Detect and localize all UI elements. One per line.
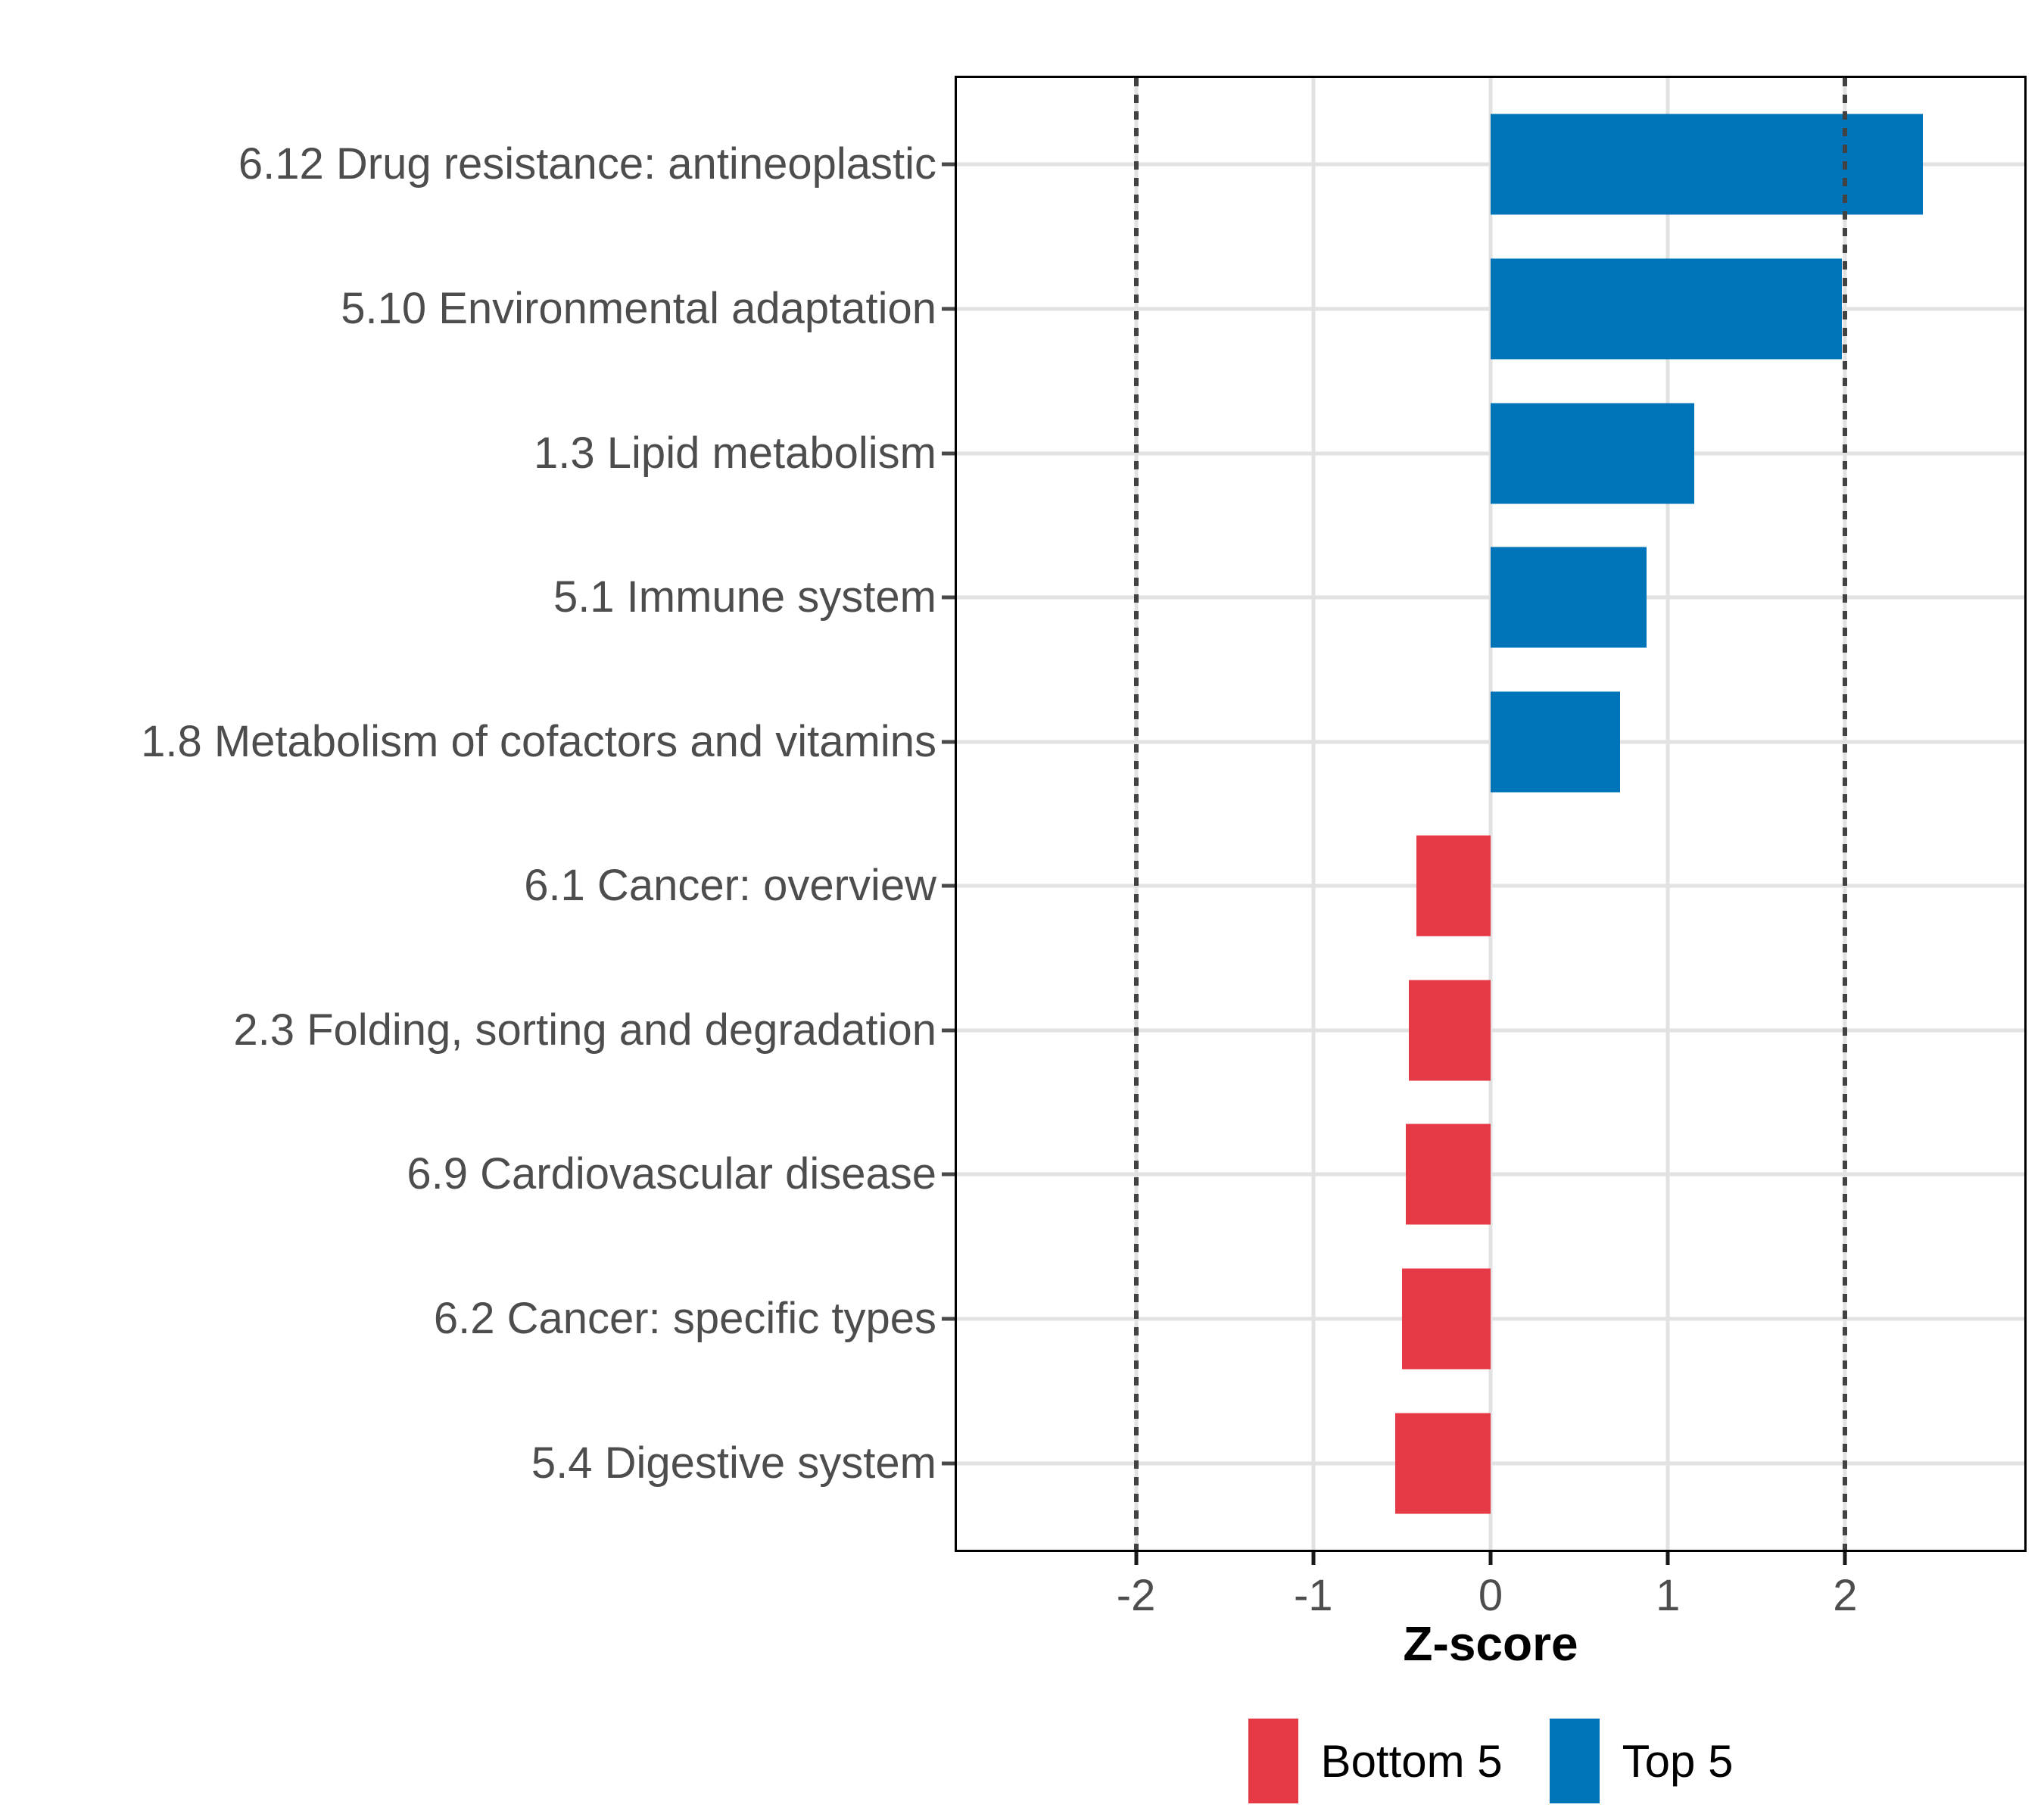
legend-swatch-top5 [1549,1719,1600,1803]
plot-area [957,78,2024,1550]
x-tick-label: 1 [1656,1571,1681,1620]
y-axis-label: 5.10 Environmental adaptation [341,284,936,334]
x-tick-label: 2 [1833,1571,1858,1620]
x-tick [1843,1552,1847,1565]
legend-swatch-bottom5 [1248,1719,1298,1803]
v-gridline [1488,78,1493,1550]
bar [1491,403,1695,504]
y-axis-label: 6.12 Drug resistance: antineoplastic [238,139,936,189]
v-gridline [1665,78,1670,1550]
y-axis-label: 5.4 Digestive system [531,1438,936,1488]
bar [1394,1413,1491,1514]
y-tick [942,1317,955,1321]
legend: Bottom 5 Top 5 [955,1705,2027,1817]
y-axis-label: 1.3 Lipid metabolism [534,428,936,478]
y-axis-label: 2.3 Folding, sorting and degradation [233,1005,936,1055]
legend-label-top5: Top 5 [1622,1735,1734,1787]
x-tick [1134,1552,1139,1565]
x-tick-label: -1 [1293,1571,1333,1620]
bar [1401,1268,1491,1370]
y-tick [942,451,955,456]
y-axis-label: 5.1 Immune system [553,572,936,622]
x-tick-label: 0 [1478,1571,1503,1620]
legend-item-bottom5: Bottom 5 [1248,1719,1503,1803]
y-axis-ticks [942,78,955,1550]
y-tick [942,884,955,888]
h-gridline [957,1317,2024,1321]
bar [1405,1124,1491,1225]
bar [1491,691,1620,793]
y-tick [942,162,955,167]
bar [1491,258,1842,360]
y-tick [942,307,955,311]
bar [1416,835,1491,937]
legend-label-bottom5: Bottom 5 [1320,1735,1503,1787]
h-gridline [957,1461,2024,1466]
y-axis-label: 6.1 Cancer: overview [524,861,936,911]
legend-item-top5: Top 5 [1549,1719,1734,1803]
h-gridline [957,1172,2024,1177]
x-tick [1488,1552,1493,1565]
reference-line [1133,78,1139,1550]
x-tick [1311,1552,1316,1565]
y-tick [942,1172,955,1177]
bar [1491,547,1647,648]
bar [1491,114,1924,215]
x-tick-label: -2 [1116,1571,1156,1620]
plot-panel [955,76,2027,1552]
y-tick [942,595,955,600]
x-axis: -2 -1 0 1 2 [957,1552,2024,1673]
y-axis-label: 6.9 Cardiovascular disease [407,1149,936,1199]
h-gridline [957,1028,2024,1033]
y-axis-label: 1.8 Metabolism of cofactors and vitamins [141,716,936,766]
reference-line [1843,78,1848,1550]
v-gridline [1311,78,1316,1550]
h-gridline [957,884,2024,888]
y-tick [942,1461,955,1466]
x-tick [1665,1552,1670,1565]
y-tick [942,740,955,744]
y-axis-labels: 6.12 Drug resistance: antineoplastic 5.10… [0,78,936,1550]
y-tick [942,1028,955,1033]
bar [1409,980,1491,1081]
x-axis-title: Z-score [1403,1616,1578,1671]
y-axis-label: 6.2 Cancer: specific types [433,1294,936,1344]
